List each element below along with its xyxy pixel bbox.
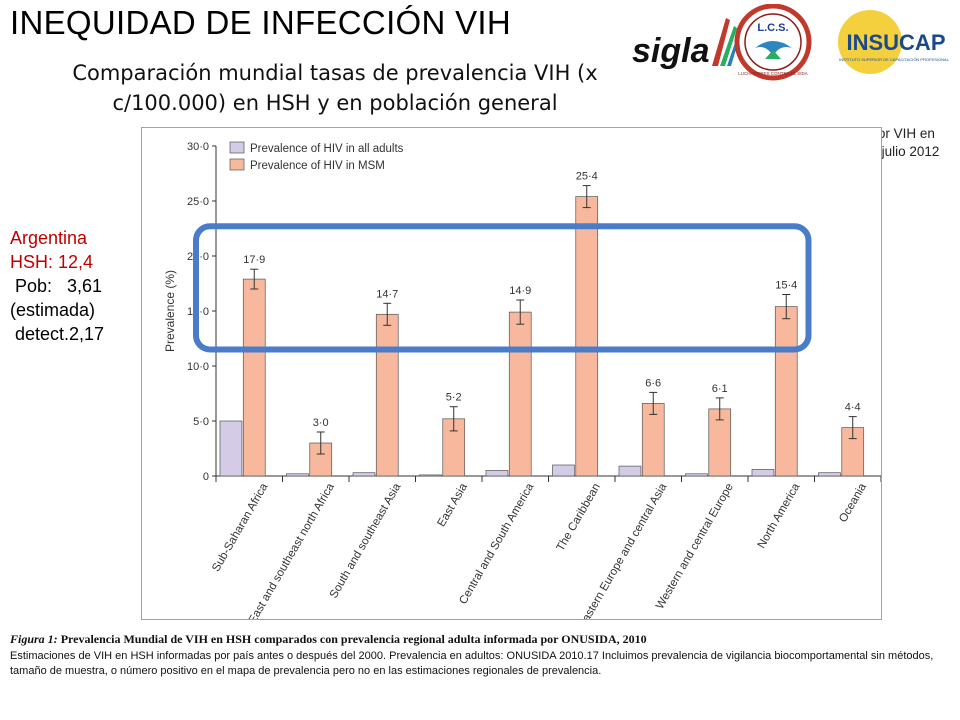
slide-subtitle: Comparación mundial tasas de prevalencia… [72, 61, 598, 115]
figure-body: Estimaciones de VIH en HSH informadas po… [10, 649, 934, 678]
y-tick-label: 0 [203, 471, 209, 483]
legend-swatch [229, 141, 245, 154]
y-tick-label: 30·0 [187, 141, 209, 153]
bar-msm [508, 311, 532, 477]
bar-all-adults [352, 472, 376, 477]
argentina-pob: Pob: 3,61 [10, 276, 103, 296]
bar-all-adults [618, 465, 642, 477]
figure-label: Figura 1: [10, 632, 58, 646]
bar-all-adults [751, 469, 775, 477]
data-label: 3·0 [313, 417, 329, 429]
legend-swatch [229, 158, 245, 171]
data-label: 5·2 [446, 392, 462, 404]
y-tick-label: 5·0 [193, 416, 209, 428]
argentina-hsh: HSH: 12,4 [10, 252, 94, 272]
figure-title: Prevalencia Mundial de VIH en HSH compar… [57, 632, 647, 646]
y-tick-label: 25·0 [187, 196, 209, 208]
argentina-detected: detect.2,17 [10, 324, 105, 344]
data-label: 17·9 [243, 254, 265, 266]
data-label: 6·1 [712, 383, 728, 395]
category-label: Western and central Europe [654, 482, 736, 612]
y-tick-label: 10·0 [187, 361, 209, 373]
data-label: 6·6 [645, 377, 661, 389]
legend-label: Prevalence of HIV in MSM [250, 160, 385, 172]
argentina-note: Argentina HSH: 12,4 Pob: 3,61 (estimada)… [10, 226, 104, 346]
bar-msm [242, 278, 266, 477]
figure-caption: Figura 1: Prevalencia Mundial de VIH en … [10, 632, 950, 680]
bar-all-adults [419, 474, 442, 477]
category-label: Central and South America [457, 481, 536, 607]
category-label: South and southeast Asia [328, 481, 404, 600]
bar-all-adults [552, 464, 575, 477]
lcs-logo: L.C.S. LUCHADORES CONTRA EL SIDA [734, 4, 812, 81]
logos: sigla L.C.S. LUCHADORES CONTRA EL SIDA I… [632, 4, 950, 81]
chart-frame: 0 5·0 10·0 15·0 20·0 25·0 30·0 Prevalence (%) 17… [141, 127, 882, 658]
data-label: 25·4 [576, 171, 598, 183]
sigla-logo: sigla [632, 18, 740, 70]
argentina-estimated: (estimada) [10, 300, 96, 320]
lcs-ring-text: LUCHADORES CONTRA EL SIDA [738, 71, 808, 76]
category-label: Middle East and southeast north Africa [228, 481, 337, 619]
insucap-sub-text: INSTITUTO SUPERIOR DE CAPACITACIÓN PROFE… [839, 57, 950, 62]
insucap-text: INSUCAP [846, 30, 945, 55]
category-label: Sub-Saharan Africa [210, 481, 271, 574]
data-label: 14·7 [376, 288, 398, 300]
legend-label: Prevalence of HIV in all adults [250, 143, 404, 155]
bar-all-adults [485, 470, 509, 477]
bar-all-adults [685, 473, 708, 477]
sigla-text: sigla [632, 32, 709, 70]
data-label: 4·4 [845, 402, 861, 414]
bar-all-adults [818, 472, 841, 477]
data-label: 15·4 [775, 280, 797, 292]
category-label: North America [756, 481, 803, 551]
bar-all-adults [219, 420, 243, 477]
highlight-box [193, 223, 812, 353]
bar-msm [575, 196, 599, 477]
data-label: 14·9 [509, 285, 531, 297]
category-label: East Asia [436, 481, 471, 529]
bar-msm [375, 313, 399, 477]
argentina-label: Argentina [10, 228, 88, 248]
slide-title: INEQUIDAD DE INFECCIÓN VIH [10, 4, 512, 41]
y-axis-label: Prevalence (%) [163, 270, 177, 352]
insucap-logo: INSUCAP INSTITUTO SUPERIOR DE CAPACITACI… [838, 10, 950, 74]
category-label: Oceania [837, 481, 869, 525]
bar-msm [774, 306, 798, 477]
bar-all-adults [286, 473, 309, 477]
lcs-text: L.C.S. [757, 22, 788, 34]
category-label: The Caribbean [555, 482, 603, 554]
